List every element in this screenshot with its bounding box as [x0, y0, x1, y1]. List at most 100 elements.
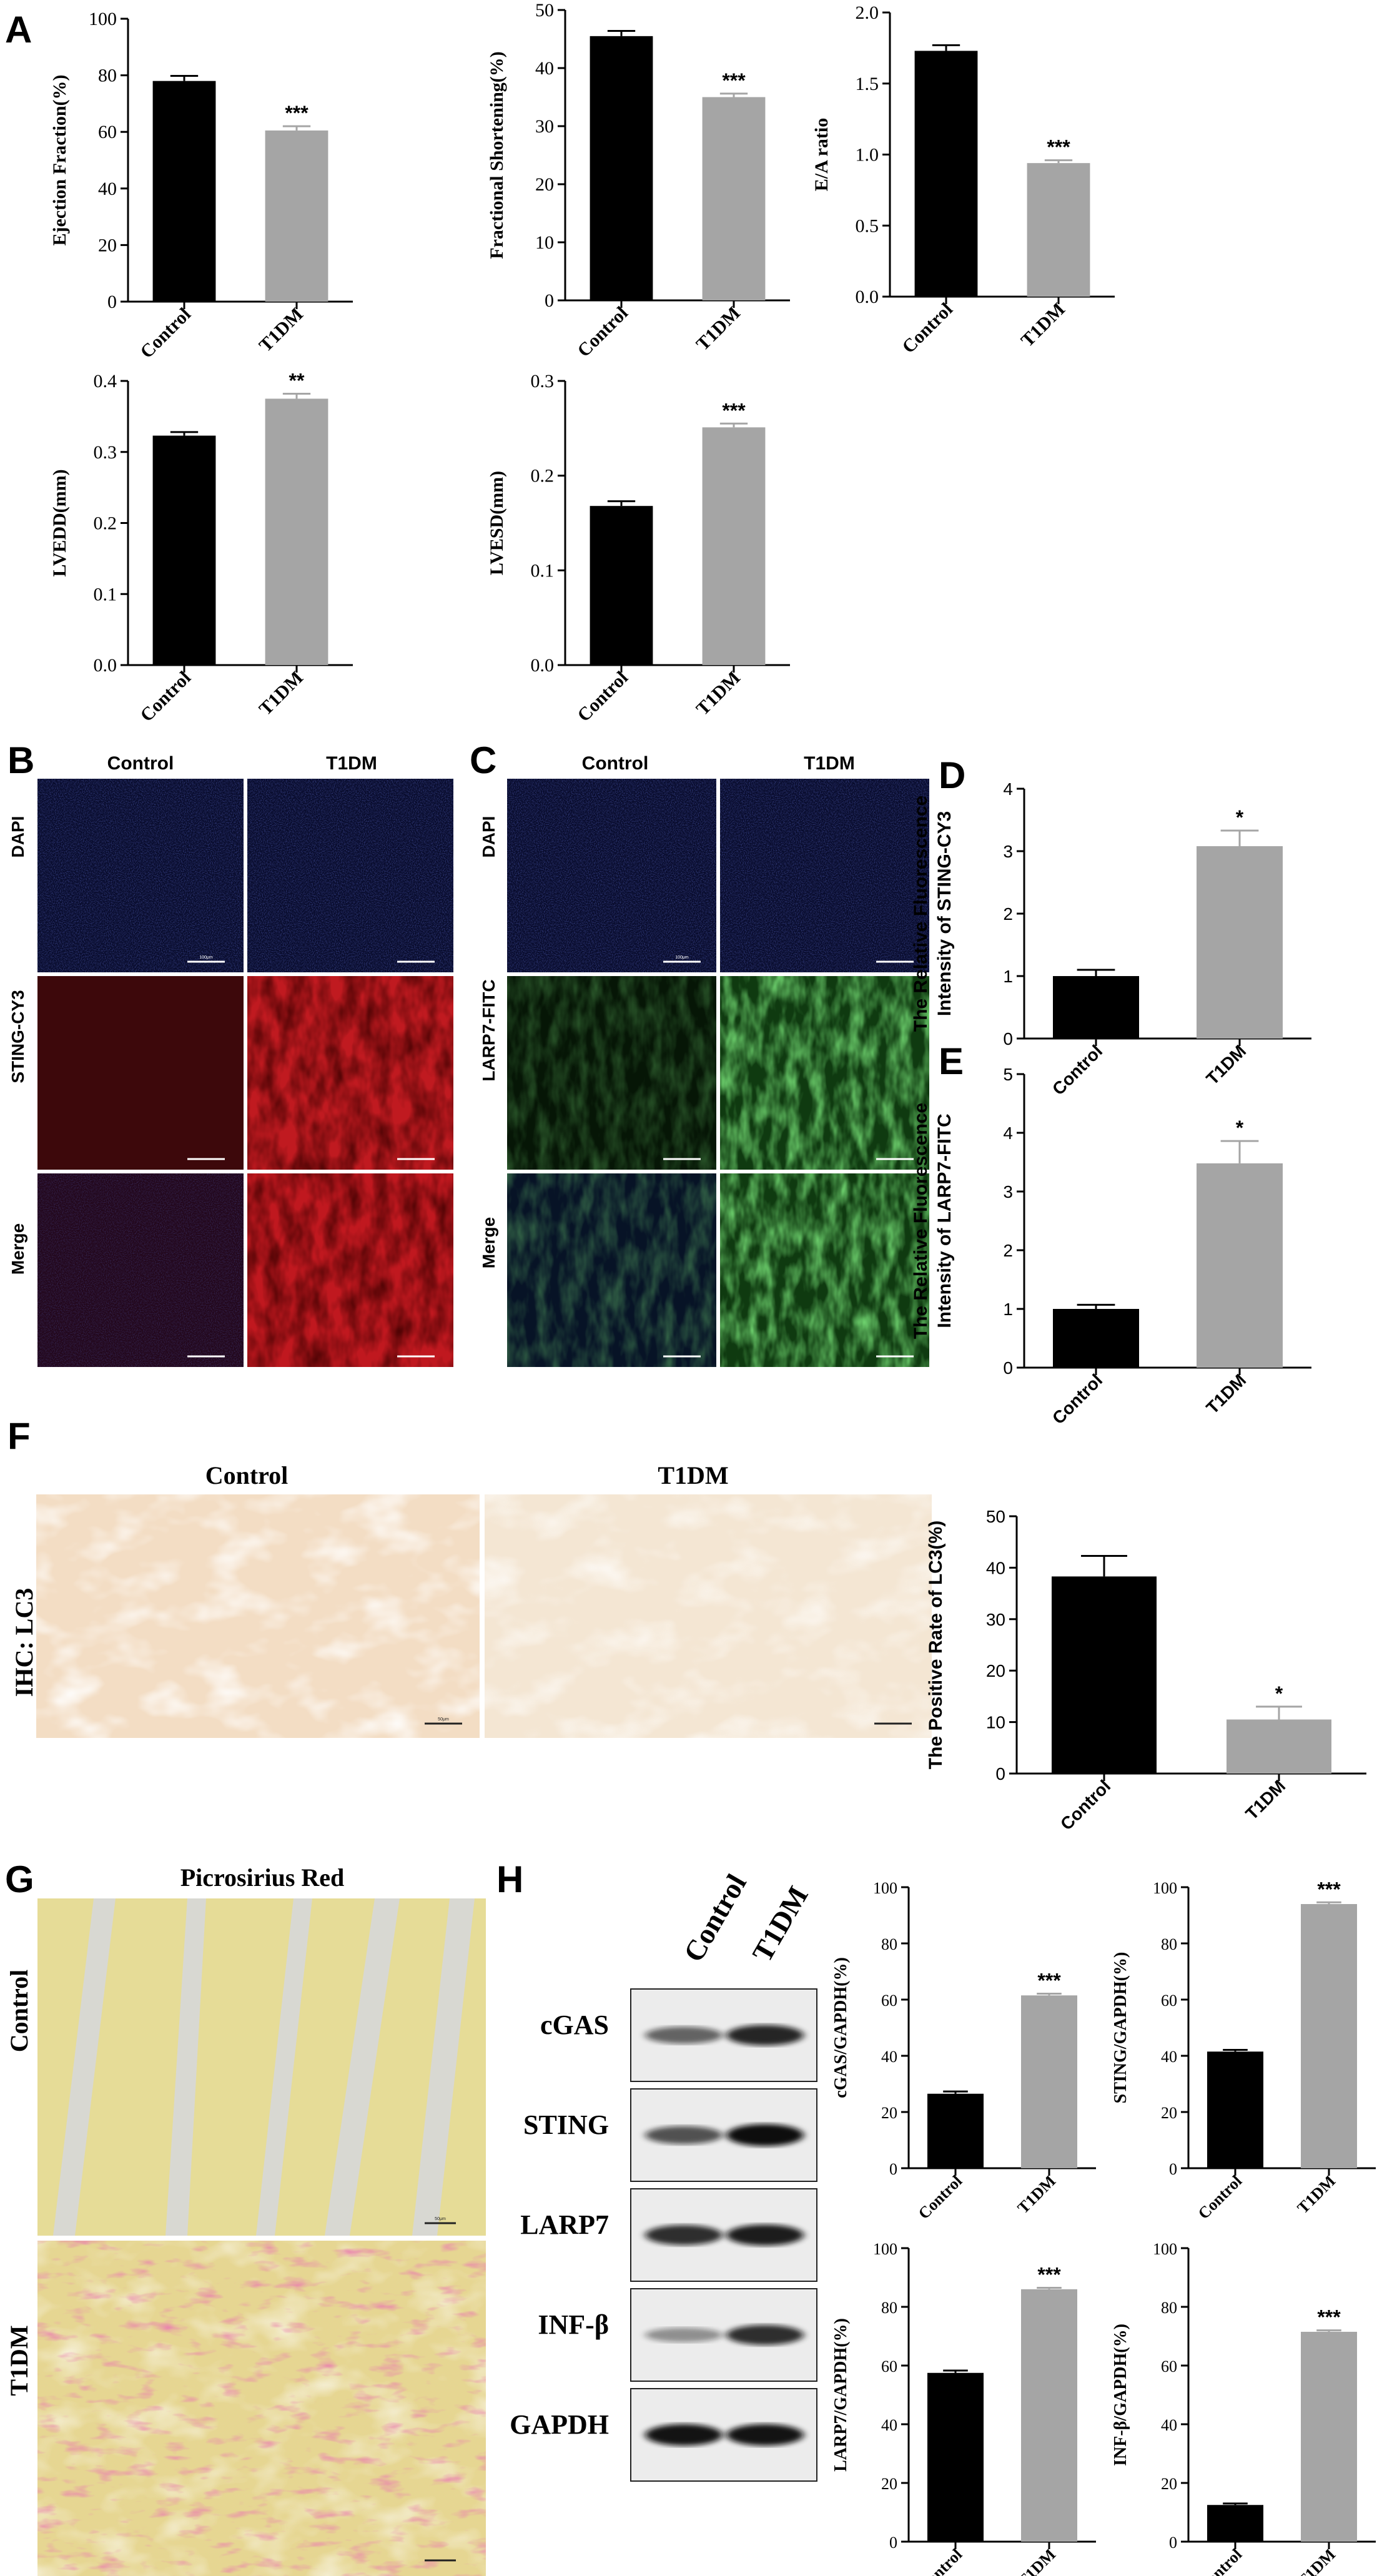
- bar-t1dm: [1197, 1163, 1283, 1368]
- bar-control: [1053, 976, 1139, 1039]
- y-tick-label: 10: [986, 1713, 1005, 1732]
- bar-t1dm: [265, 130, 328, 302]
- chart-h3: 0 20 40 60 80 100 LARP7/GAPDH(%) Control *** T1DM: [831, 2240, 1096, 2576]
- x-tick-label: Control: [1195, 2172, 1245, 2223]
- micrograph-b-sting-t1dm-texture: [247, 976, 453, 1170]
- x-tick-label: T1DM: [693, 303, 744, 355]
- y-tick-label: 0.4: [94, 371, 117, 392]
- y-tick-label: 80: [881, 2299, 897, 2317]
- y-tick-label: 0.0: [531, 655, 555, 676]
- y-tick-label: 0: [1003, 1029, 1013, 1049]
- blot-label: LARP7: [520, 2209, 609, 2240]
- y-tick-label: 50: [535, 0, 554, 21]
- chart-f: 0 10 20 30 40 50 The Positive Rate of LC3(%) Co…: [926, 1507, 1366, 1834]
- y-axis-label: LVESD(mm): [486, 471, 507, 575]
- panel-c-row-merge: Merge: [479, 1217, 498, 1268]
- panel-c-col-control: Control: [582, 753, 649, 774]
- x-tick-label: T1DM: [255, 304, 307, 356]
- y-axis-label: INF-β/GAPDH(%): [1111, 2324, 1130, 2466]
- y-axis-label: The Positive Rate of LC3(%): [926, 1521, 946, 1769]
- y-tick-label: 50: [986, 1507, 1005, 1526]
- x-tick-label: Control: [1195, 2545, 1245, 2576]
- micrograph-b-dapi-control-texture: [37, 779, 244, 972]
- chart-a5: 0.0 0.1 0.2 0.3 LVESD(mm) Control *** T1DM: [486, 371, 790, 726]
- panel-b-col-control: Control: [107, 753, 174, 774]
- bar-t1dm: [1021, 1995, 1077, 2168]
- scale-bar-label: 100μm: [199, 955, 213, 960]
- blot-band: [726, 2025, 804, 2046]
- micrograph-f-t1dm-texture: [485, 1494, 932, 1738]
- y-tick-label: 4: [1003, 779, 1013, 799]
- micrograph-b-dapi-t1dm-texture: [247, 779, 453, 972]
- y-tick-label: 0.0: [856, 287, 879, 307]
- x-tick-label: Control: [573, 668, 632, 726]
- y-tick-label: 2: [1003, 904, 1013, 924]
- y-tick-label: 40: [98, 179, 117, 199]
- y-tick-label: 100: [873, 1879, 897, 1897]
- y-tick-label: 2: [1003, 1241, 1013, 1260]
- scale-bar-label: 100μm: [675, 955, 689, 960]
- y-tick-label: 0: [995, 1764, 1005, 1784]
- y-tick-label: 80: [1161, 1935, 1177, 1953]
- blot-band: [726, 2124, 804, 2146]
- y-tick-label: 2.0: [856, 2, 879, 23]
- y-tick-label: 40: [535, 58, 554, 79]
- y-tick-label: 20: [986, 1661, 1005, 1680]
- y-tick-label: 80: [1161, 2299, 1177, 2317]
- y-axis-label: Intensity of STING-CY3: [934, 811, 955, 1016]
- panel-letter-a: A: [5, 9, 32, 51]
- y-tick-label: 100: [873, 2240, 897, 2258]
- panel-letter-h: H: [496, 1858, 523, 1900]
- significance-marker: *: [1275, 1682, 1283, 1705]
- y-axis-label: The Relative Fluorescence: [911, 796, 931, 1032]
- y-tick-label: 0: [545, 290, 554, 311]
- y-tick-label: 100: [1153, 1879, 1177, 1897]
- y-tick-label: 0.1: [531, 560, 555, 581]
- panel-h-col-control: Control: [677, 1868, 752, 1967]
- y-tick-label: 80: [881, 1935, 897, 1953]
- chart-h2: 0 20 40 60 80 100 STING/GAPDH(%) Control *** T1DM: [1111, 1878, 1376, 2223]
- bar-t1dm: [1301, 2331, 1357, 2542]
- y-tick-label: 0.2: [94, 513, 117, 534]
- y-axis-label: cGAS/GAPDH(%): [831, 1957, 851, 2098]
- x-tick-label: T1DM: [1202, 1370, 1250, 1418]
- micrograph-c-larp7-t1dm-texture: [720, 976, 929, 1170]
- y-tick-label: 40: [1161, 2048, 1177, 2066]
- y-tick-label: 1.5: [856, 74, 879, 94]
- bar-control: [590, 36, 653, 300]
- chart-a4: 0.0 0.1 0.2 0.3 0.4 LVEDD(mm) Control ** T1DM: [49, 369, 353, 726]
- y-axis-label: E/A ratio: [811, 118, 832, 192]
- significance-marker: ***: [285, 102, 309, 124]
- panel-letter-b: B: [7, 739, 34, 781]
- y-tick-label: 30: [535, 116, 554, 137]
- panel-c-row-larp7: LARP7-FITC: [479, 979, 498, 1081]
- panel-letter-c: C: [470, 739, 496, 781]
- blot-label: cGAS: [540, 2010, 609, 2040]
- panel-letter-f: F: [7, 1415, 31, 1457]
- y-tick-label: 0: [1003, 1358, 1013, 1378]
- panel-g-row-control: Control: [5, 1970, 33, 2053]
- x-tick-label: Control: [1049, 1370, 1106, 1428]
- y-axis-label: The Relative Fluorescence: [911, 1103, 931, 1340]
- y-tick-label: 60: [98, 122, 117, 142]
- y-tick-label: 20: [1161, 2104, 1177, 2122]
- y-tick-label: 0: [1169, 2160, 1177, 2178]
- scale-bar-label: 50μm: [435, 2217, 446, 2221]
- x-tick-label: T1DM: [255, 668, 307, 719]
- y-tick-label: 80: [98, 66, 117, 86]
- micrograph-b-sting-control: [37, 976, 244, 1170]
- significance-marker: **: [289, 369, 305, 392]
- x-tick-label: T1DM: [1202, 1041, 1250, 1088]
- y-tick-label: 0: [107, 292, 117, 312]
- y-tick-label: 0.3: [531, 371, 555, 392]
- micrograph-g-control-gaps: [53, 1898, 475, 2236]
- blot-band: [645, 2424, 723, 2446]
- y-tick-label: 100: [1153, 2240, 1177, 2258]
- chart-a1: 0 20 40 60 80 100 Ejection Fraction(%) Control *…: [49, 9, 353, 362]
- significance-marker: ***: [1317, 1878, 1341, 1900]
- y-axis-label: Fractional Shortening(%): [486, 51, 507, 259]
- y-tick-label: 20: [535, 174, 554, 195]
- micrograph-c-merge-control-texture: [507, 1173, 716, 1367]
- chart-a2: 0 10 20 30 40 50 Fractional Shortening(%) Contr…: [486, 0, 790, 361]
- micrograph-c-merge-t1dm-texture: [720, 1173, 929, 1367]
